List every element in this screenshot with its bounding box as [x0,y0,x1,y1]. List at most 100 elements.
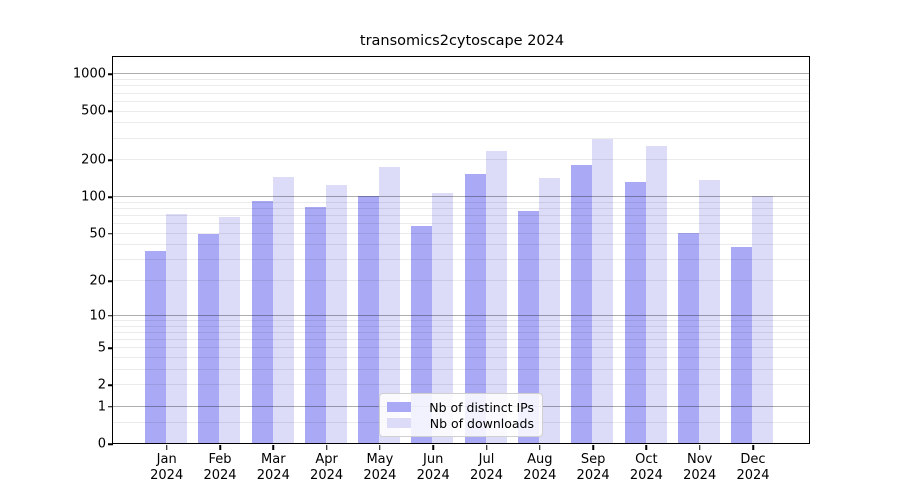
y-tick-label-0: 0 [97,436,106,452]
x-tick-label-dec: Dec 2024 [718,452,788,484]
x-tick-label-may: May 2024 [345,452,415,484]
year-label: 2024 [469,468,504,483]
y-tick-mark [108,159,113,161]
x-tick-label-jun: Jun 2024 [398,452,468,484]
x-tick-mark [752,445,754,450]
month-label: Jul [478,452,495,467]
bar-nb-of-downloads-mar [272,176,294,444]
minor-gridline [113,122,810,124]
bar-nb-of-downloads-jul [485,151,507,444]
y-tick-mark [108,196,113,198]
legend-entry-nb-of-distinct-ips: Nb of distinct IPs [387,399,534,415]
bar-nb-of-downloads-oct [645,146,667,444]
x-tick-mark [698,445,701,450]
y-tick-mark [108,232,113,235]
x-tick-mark [219,445,221,450]
y-tick-label-200: 200 [81,152,106,168]
x-tick-label-feb: Feb 2024 [185,452,255,484]
month-label: Nov [687,452,713,467]
legend-swatch-nb-of-downloads [387,418,411,428]
year-label: 2024 [256,468,290,483]
major-gridline [113,73,810,75]
bar-nb-of-distinct-ips-mar [251,200,273,444]
legend: Nb of distinct IPs Nb of downloads [379,393,543,437]
y-tick-mark [108,384,113,386]
bar-nb-of-distinct-ips-dec [731,247,753,444]
bar-nb-of-downloads-dec [752,196,774,444]
year-label: 2024 [523,468,557,483]
month-label: Jan [156,452,177,467]
x-tick-mark [592,445,594,450]
x-tick-mark [272,445,275,450]
bar-nb-of-downloads-sep [592,138,614,444]
y-tick-mark [108,73,113,76]
minor-gridline [113,159,810,161]
year-label: 2024 [576,468,610,483]
minor-gridline [113,100,810,102]
month-label: Dec [740,452,766,467]
y-tick-label-5: 5 [97,340,106,356]
x-tick-label-jul: Jul 2024 [452,452,522,484]
x-tick-mark [539,445,541,450]
x-tick-label-jan: Jan 2024 [132,452,202,484]
year-label: 2024 [629,468,663,483]
bar-nb-of-distinct-ips-sep [571,165,593,444]
bar-nb-of-distinct-ips-feb [198,233,220,444]
y-tick-mark [108,280,113,282]
x-tick-mark [325,445,328,450]
bar-nb-of-distinct-ips-oct [624,182,646,444]
bar-nb-of-distinct-ips-may [358,196,380,444]
plot-area [112,56,811,445]
y-tick-label-10: 10 [89,308,106,324]
y-tick-label-1000: 1000 [72,66,106,82]
month-label: May [366,452,394,467]
year-label: 2024 [683,468,717,483]
minor-gridline [113,137,810,139]
x-tick-mark [432,445,434,450]
y-tick-label-500: 500 [81,103,106,119]
y-tick-label-100: 100 [81,189,106,205]
y-tick-label-1: 1 [97,399,106,415]
minor-gridline [113,79,810,81]
x-tick-label-oct: Oct 2024 [611,452,681,484]
year-label: 2024 [203,468,237,483]
bar-nb-of-downloads-nov [698,180,720,444]
y-tick-label-50: 50 [89,226,106,242]
year-label: 2024 [363,468,397,483]
bar-nb-of-distinct-ips-aug [518,210,539,444]
y-tick-label-2: 2 [97,377,106,393]
minor-gridline [113,85,810,87]
x-tick-mark [485,445,488,450]
y-tick-mark [108,314,113,317]
bar-nb-of-downloads-aug [539,178,560,444]
legend-label-nb-of-downloads: Nb of downloads [429,415,534,431]
x-tick-mark [645,445,648,450]
year-label: 2024 [416,468,450,483]
y-tick-mark [108,347,113,349]
month-label: Apr [315,452,338,467]
bar-nb-of-distinct-ips-jun [411,225,433,444]
legend-label-nb-of-distinct-ips: Nb of distinct IPs [429,399,534,415]
legend-entry-nb-of-downloads: Nb of downloads [387,415,534,431]
y-tick-label-20: 20 [89,273,106,289]
bar-nb-of-distinct-ips-jan [144,251,166,444]
x-tick-label-apr: Apr 2024 [292,452,362,484]
x-tick-label-sep: Sep 2024 [558,452,628,484]
x-tick-label-mar: Mar 2024 [238,452,308,484]
bar-nb-of-downloads-jun [432,192,454,444]
bar-nb-of-downloads-may [379,166,401,444]
year-label: 2024 [310,468,344,483]
bar-nb-of-downloads-feb [219,216,241,444]
bar-nb-of-distinct-ips-nov [677,232,699,444]
y-tick-mark [108,110,113,113]
minor-gridline [113,110,810,112]
y-tick-mark [108,443,113,445]
chart-title: transomics2cytoscape 2024 [359,33,565,49]
month-label: Oct [635,452,658,467]
bar-nb-of-downloads-apr [325,184,347,444]
x-tick-label-aug: Aug 2024 [505,452,575,484]
year-label: 2024 [736,468,770,483]
year-label: 2024 [150,468,184,483]
month-label: Mar [261,452,286,467]
